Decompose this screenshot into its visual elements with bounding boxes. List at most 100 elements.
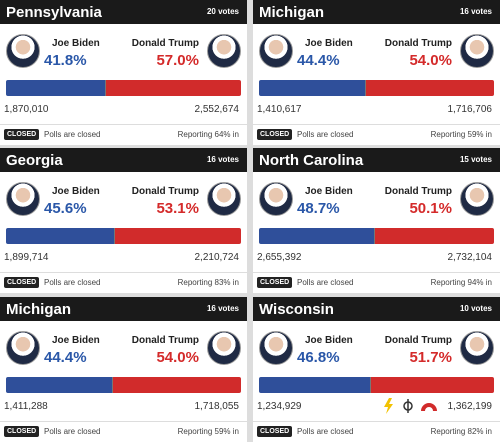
panel-footer [253,272,500,293]
candidate-name: Donald Trump [384,38,452,49]
vote-percent: 41.8% [44,52,87,69]
poll-status: Polls are closed [297,427,354,436]
vote-count: 1,410,617 [257,104,302,115]
electoral-votes: 10 votes [459,304,492,313]
vote-count: 1,411,288 [4,401,48,412]
trump-avatar [207,34,241,68]
biden-avatar [259,182,293,216]
vote-percent: 54.0% [156,349,199,366]
biden-share [6,377,113,393]
state-name: Georgia [6,152,63,169]
poll-status: Polls are closed [297,278,354,287]
vote-count: 1,716,706 [447,104,493,115]
vote-count: 1,718,055 [194,401,240,412]
candidate-name: Donald Trump [384,186,452,197]
reporting: Reporting 59% in [177,427,239,436]
vote-bar [259,228,494,244]
panel-header [253,0,500,24]
trump-avatar [460,331,494,365]
candidate-name: Donald Trump [384,335,452,346]
state-panel: Michigan 16 votes Joe Biden Donald Trump 44.… [0,297,247,442]
trump-avatar [460,34,494,68]
candidate-name: Joe Biden [52,335,100,346]
electoral-votes: 20 votes [206,7,239,16]
candidate-name: Donald Trump [131,186,199,197]
candidate-name: Joe Biden [52,38,100,49]
vote-count: 1,870,010 [4,104,49,115]
candidate-name: Joe Biden [52,186,100,197]
panel-header [0,148,247,172]
poll-status: Polls are closed [44,427,101,436]
state-panel: Michigan 16 votes Joe Biden Donald Trump 44.… [253,0,500,145]
panel-footer [0,272,247,293]
biden-avatar [6,331,40,365]
reporting: Reporting 94% in [430,278,492,287]
biden-share [259,377,372,393]
state-panel: North Carolina 15 votes Joe Biden Donald Tr… [253,148,500,293]
trump-avatar [207,331,241,365]
poll-status: Polls are closed [44,130,101,139]
trump-share [375,228,494,244]
panel-header [253,148,500,172]
vote-count: 2,210,724 [194,252,240,263]
panel-header [0,0,247,24]
vote-percent: 50.1% [409,200,452,217]
candidate-name: Joe Biden [305,38,353,49]
state-panel: Pennsylvania 20 votes Joe Biden Donald Trum… [0,0,247,145]
closed-badge: CLOSED [257,426,293,437]
candidate-name: Donald Trump [131,38,199,49]
vote-percent: 54.0% [409,52,452,69]
vote-count: 1,899,714 [4,252,49,263]
panel-header [0,297,247,321]
vote-percent: 44.4% [44,349,87,366]
vote-count: 2,655,392 [257,252,302,263]
vote-percent: 45.6% [44,200,87,217]
icon-row [384,398,437,414]
vote-bar [259,377,494,393]
panel-footer [0,124,247,145]
biden-share [259,228,376,244]
electoral-votes: 16 votes [206,304,239,313]
vote-percent: 44.4% [297,52,340,69]
candidate-name: Joe Biden [305,335,353,346]
panel-footer [253,124,500,145]
vote-percent: 46.8% [297,349,340,366]
state-name: Pennsylvania [6,4,102,21]
electoral-votes: 16 votes [206,155,239,164]
vote-count: 1,234,929 [257,401,302,412]
vote-percent: 48.7% [297,200,340,217]
reporting: Reporting 64% in [177,130,239,139]
trump-share [106,80,241,96]
panel-footer [253,421,500,442]
biden-share [6,228,116,244]
vote-count: 2,732,104 [447,252,493,263]
electoral-votes: 16 votes [459,7,492,16]
biden-avatar [6,34,40,68]
trump-avatar [460,182,494,216]
reporting: Reporting 82% in [430,427,492,436]
biden-avatar [259,34,293,68]
trump-share [112,377,241,393]
closed-badge: CLOSED [4,129,40,140]
panel-header [253,297,500,321]
closed-badge: CLOSED [257,277,293,288]
reporting: Reporting 59% in [430,130,492,139]
state-panel: Georgia 16 votes Joe Biden Donald Trump 45.6… [0,148,247,293]
icons [383,397,445,418]
biden-avatar [6,182,40,216]
state-panel: Wisconsin 10 votes Joe Biden Donald Trump 46… [253,297,500,442]
electoral-votes: 15 votes [459,155,492,164]
biden-avatar [259,331,293,365]
vote-percent: 51.7% [409,349,452,366]
closed-badge: CLOSED [257,129,293,140]
state-name: North Carolina [259,152,364,169]
trump-share [371,377,494,393]
state-name: Michigan [6,301,72,318]
closed-badge: CLOSED [4,277,40,288]
reporting: Reporting 83% in [177,278,239,287]
vote-percent: 57.0% [156,52,199,69]
poll-status: Polls are closed [297,130,354,139]
candidate-name: Joe Biden [305,186,353,197]
state-name: Michigan [259,4,325,21]
